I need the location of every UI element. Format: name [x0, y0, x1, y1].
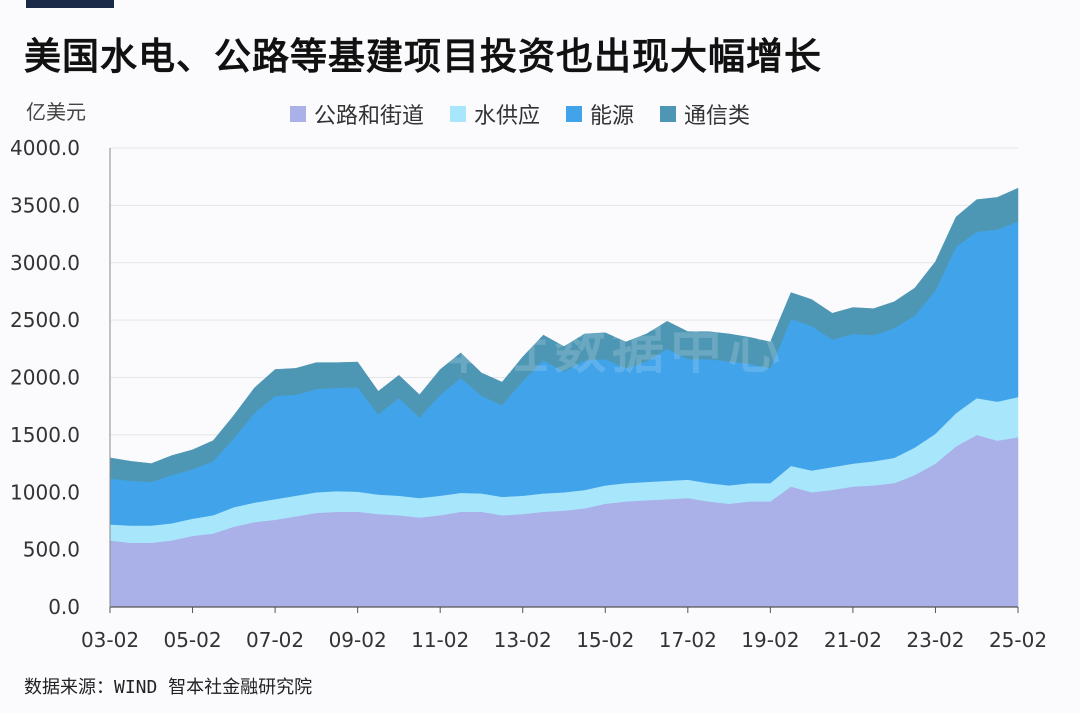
legend-label-water: 水供应: [474, 104, 541, 129]
legend-item-energy: 能源: [566, 98, 634, 130]
legend-swatch-energy: [566, 106, 583, 122]
legend-swatch-water: [450, 106, 467, 122]
legend-swatch-telecom: [660, 106, 677, 122]
area-series-group: [109, 187, 1019, 608]
x-tick-label: 13-02: [494, 628, 552, 652]
source-note: 数据来源：WIND 智本社金融研究院: [24, 677, 313, 698]
legend-item-road: 公路和街道: [290, 98, 424, 130]
legend-label-telecom: 通信类: [684, 104, 751, 129]
x-tick-label: 15-02: [576, 628, 634, 652]
legend-label-energy: 能源: [590, 104, 635, 129]
area-telecom: [109, 187, 1019, 483]
legend-item-telecom: 通信类: [660, 98, 750, 130]
y-tick-label: 2500.0: [10, 308, 80, 332]
y-tick-label: 2000.0: [10, 366, 80, 390]
x-tick-label: 25-02: [989, 628, 1047, 652]
x-tick-label: 05-02: [163, 628, 221, 652]
legend: 公路和街道 水供应 能源 通信类: [290, 98, 750, 130]
x-tick-label: 11-02: [411, 628, 469, 652]
y-tick-label: 0.0: [48, 595, 80, 619]
x-tick-label: 07-02: [246, 628, 304, 652]
x-tick-label: 19-02: [741, 628, 799, 652]
y-tick-label: 1000.0: [10, 480, 80, 504]
y-axis-unit-label: 亿美元: [26, 100, 86, 124]
x-tick-label: 23-02: [906, 628, 964, 652]
x-tick-label: 03-02: [81, 628, 139, 652]
y-tick-label: 4000.0: [10, 136, 80, 160]
x-tick-labels: 03-02 05-02 07-02 09-02 11-02 13-02 15-02 17-02…: [81, 628, 1047, 652]
x-tick-label: 21-02: [824, 628, 882, 652]
chart-title: 美国水电、公路等基建项目投资也出现大幅增长: [24, 35, 822, 78]
x-tick-label: 09-02: [329, 628, 387, 652]
y-tick-label: 1500.0: [10, 423, 80, 447]
y-tick-label: 3500.0: [10, 193, 80, 217]
title-accent-bar: [26, 0, 114, 8]
y-tick-label: 500.0: [23, 538, 80, 562]
y-tick-label: 3000.0: [10, 251, 80, 275]
y-tick-labels: 0.0 500.0 1000.0 1500.0 2000.0 2500.0 3000.0 35…: [10, 136, 80, 619]
legend-item-water: 水供应: [450, 98, 540, 130]
axes: [109, 148, 1019, 613]
legend-label-road: 公路和街道: [314, 104, 425, 129]
legend-swatch-road: [290, 106, 306, 122]
x-tick-label: 17-02: [659, 628, 717, 652]
